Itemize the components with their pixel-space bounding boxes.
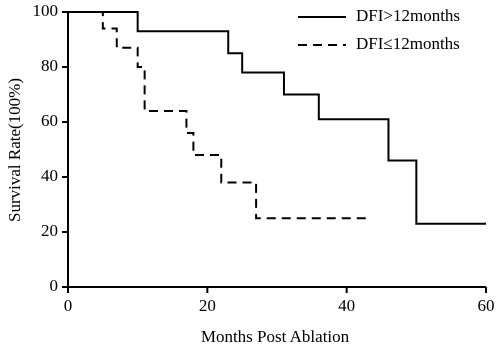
y-tick-label: 0: [50, 276, 59, 295]
y-tick-label: 100: [33, 1, 59, 20]
y-tick-label: 40: [41, 166, 58, 185]
survival-curve: [68, 11, 486, 225]
y-tick-label: 20: [41, 221, 58, 240]
legend-label: DFI>12months: [356, 6, 460, 25]
x-tick-label: 40: [338, 296, 355, 315]
x-tick-label: 60: [478, 296, 495, 315]
x-axis-label: Months Post Ablation: [201, 327, 350, 346]
y-axis-label: Survival Rate(100%): [5, 78, 24, 222]
y-tick-label: 60: [41, 111, 58, 130]
x-tick-label: 0: [64, 296, 73, 315]
x-tick-label: 20: [199, 296, 216, 315]
legend-label: DFI≤12months: [356, 34, 460, 53]
survival-curve: [68, 11, 368, 220]
y-tick-label: 80: [41, 56, 58, 75]
